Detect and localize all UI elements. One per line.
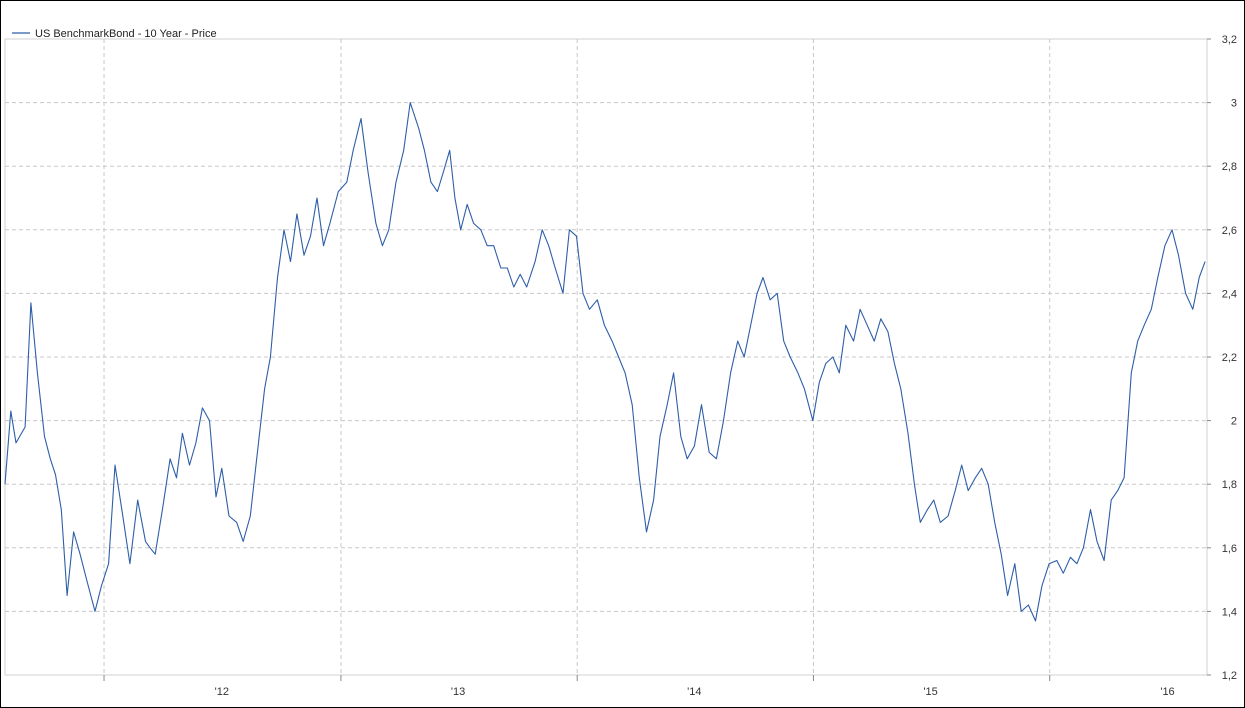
y-tick-label: 2,6 — [1222, 225, 1237, 237]
y-tick-label: 3 — [1231, 98, 1237, 110]
y-tick-label: 1,4 — [1222, 606, 1237, 618]
x-tick-label: '13 — [451, 686, 465, 698]
x-tick-label: '15 — [923, 686, 937, 698]
x-tick-label: '14 — [687, 686, 701, 698]
series-layer — [4, 102, 1206, 622]
x-tick-label: '12 — [215, 686, 229, 698]
y-tick-label: 2,2 — [1222, 352, 1237, 364]
y-tick-label: 2,8 — [1222, 161, 1237, 173]
series-line — [4, 102, 1206, 622]
y-tick-label: 2,4 — [1222, 288, 1237, 300]
y-tick-label: 1,6 — [1222, 543, 1237, 555]
legend: US BenchmarkBond - 10 Year - Price — [12, 28, 217, 40]
y-tick-label: 3,2 — [1222, 34, 1237, 46]
y-tick-label: 1,8 — [1222, 479, 1237, 491]
y-tick-label: 2 — [1231, 416, 1237, 428]
plot-area — [4, 38, 1208, 676]
axes: 1,2 1,4 1,6 1,8 2 2,2 2,4 2,6 2,8 3 3,2 '12 '13 '14 '1… — [103, 34, 1237, 698]
x-tick-label: '16 — [1160, 686, 1174, 698]
legend-label: US BenchmarkBond - 10 Year - Price — [35, 28, 217, 40]
grid — [5, 39, 1207, 675]
y-tick-label: 1,2 — [1222, 670, 1237, 682]
